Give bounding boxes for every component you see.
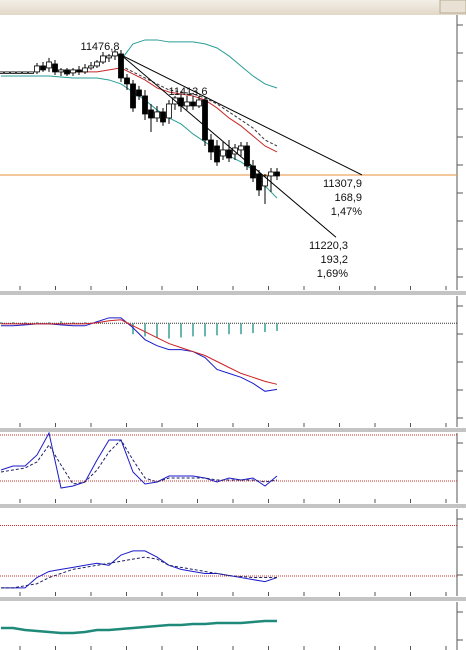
annotation-label: 11476,8 [81,41,120,53]
candle-body [154,111,160,119]
line [1,319,278,385]
line [1,619,277,635]
histogram-bar [216,323,218,336]
candle-body [4,71,10,74]
line [1,550,278,589]
candle-body [94,61,100,67]
candle-body [160,111,166,123]
candle-body [226,149,232,159]
histogram-bar [252,323,254,334]
histogram-bar [180,323,182,338]
candle-body [268,171,274,177]
window-button[interactable] [439,0,466,14]
candle-body [124,77,130,85]
candle-body [244,145,250,167]
projection-percent: 1,69% [317,268,348,280]
candle-body [208,139,214,153]
candle-body [34,65,40,73]
histogram-bar [156,323,158,338]
candle-body [22,71,28,74]
candle-body [166,103,172,119]
candle-body [52,63,58,73]
candle-body [76,69,82,73]
histogram-bar [72,322,74,324]
histogram-bar [48,322,50,324]
histogram-bar [84,322,86,324]
candle-body [88,65,94,69]
candle-body [262,175,268,187]
histogram-bar [0,322,2,324]
candle-body [220,149,226,157]
histogram-bar [144,323,146,337]
candle-body [256,173,262,191]
projection-price: 11307,9 [323,178,362,190]
candle-body [130,83,136,109]
candle-body [136,89,142,97]
line [0,439,278,485]
candle-body [0,71,4,74]
histogram-bar [168,323,170,339]
candle-body [196,99,202,107]
candle-body [64,69,70,75]
line [61,67,278,153]
histogram-bar [24,322,26,324]
candle-body [118,53,124,79]
candle-body [112,51,118,57]
panel-divider [0,597,466,601]
candle-body [106,55,112,59]
histogram-bar [204,323,206,337]
panel-divider [0,504,466,508]
histogram-bar [132,323,134,335]
plot-layer: 11476,8 11413,6 11307,9 168,9 1,47% 11220,3 19… [0,15,463,650]
candle-body [214,145,220,163]
line [0,431,278,489]
histogram-bar [60,321,62,324]
candle-body [202,99,208,141]
histogram-bar [240,323,242,335]
candle-body [46,61,52,69]
panel-divider [0,291,466,295]
projection-change: 168,9 [334,192,362,204]
histogram-bar [12,322,14,324]
line [1,556,277,589]
candle-body [238,145,244,151]
panel-divider [0,428,466,432]
candle-body [70,69,76,74]
candle-body [58,69,64,73]
candle-body [274,171,280,177]
line [120,39,278,89]
candle-body [250,165,256,179]
candle-body [142,95,148,115]
projection-price: 11220,3 [309,240,348,252]
candle-body [16,71,22,74]
candle-body [82,67,88,73]
histogram-bar [264,323,266,333]
candle-body [10,71,16,74]
projection-percent: 1,47% [331,206,362,218]
candle-body [184,101,190,107]
trend-line [120,54,363,176]
candle-body [40,65,46,71]
trend-line [120,54,337,238]
candle-body [100,55,106,63]
candle-body [28,71,34,74]
histogram-bar [276,323,278,331]
projection-change: 193,2 [320,254,348,266]
histogram-bar [228,323,230,335]
histogram-bar [192,323,194,337]
title-bar [0,0,466,15]
annotation-label: 11413,6 [169,86,208,98]
candle-body [148,109,154,119]
histogram-bar [36,322,38,324]
candle-body [190,101,196,107]
